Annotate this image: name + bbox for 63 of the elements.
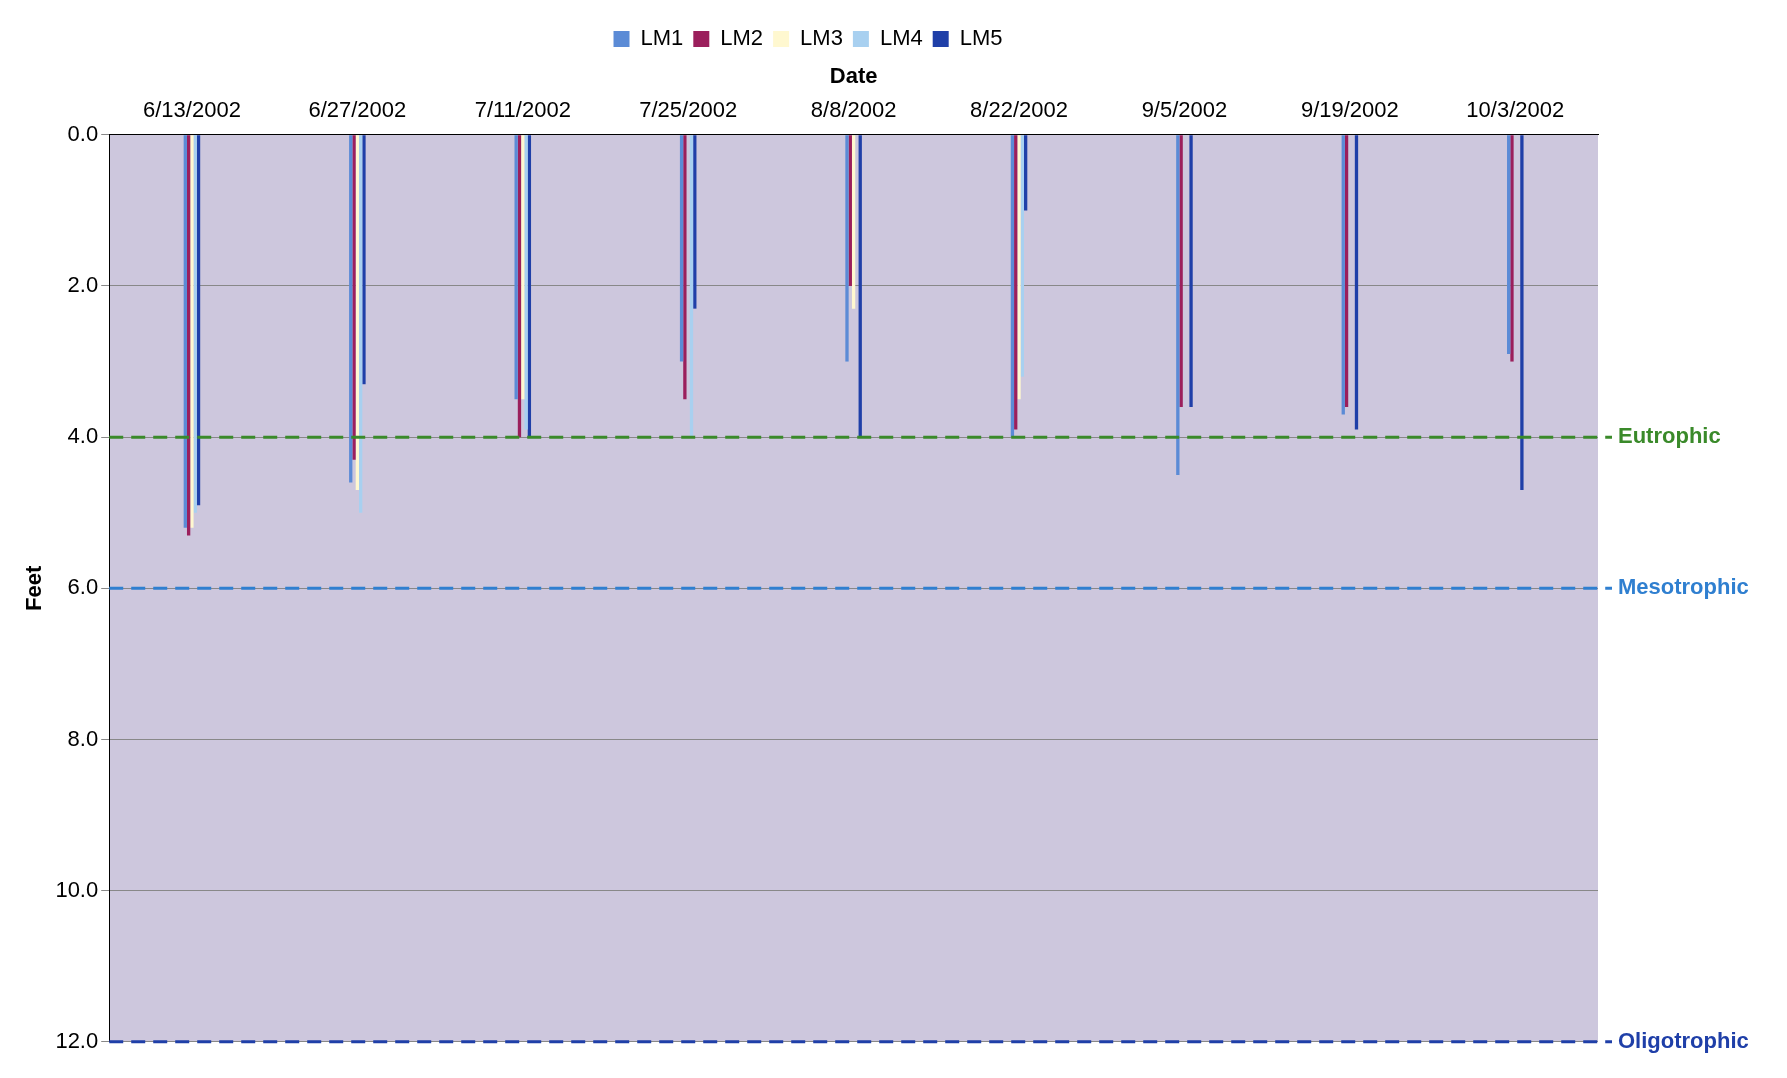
- x-tick-label: 7/11/2002: [474, 96, 571, 122]
- bar: [186, 135, 191, 536]
- x-tick-label: 6/13/2002: [142, 96, 241, 122]
- bar: [848, 135, 852, 286]
- bar: [1179, 135, 1183, 407]
- bar: [527, 135, 532, 438]
- bar: [693, 135, 697, 309]
- bar: [1017, 135, 1021, 400]
- y-tick-label: 2.0: [67, 272, 99, 298]
- bar: [1176, 135, 1180, 475]
- y-tick-label: 12.0: [55, 1027, 99, 1053]
- bar: [359, 135, 363, 513]
- bar: [1341, 135, 1345, 415]
- legend-label: LM1: [640, 25, 684, 51]
- legend-label: LM4: [879, 25, 923, 51]
- bar: [1014, 135, 1018, 430]
- x-tick-label: 9/5/2002: [1141, 96, 1228, 122]
- bar: [352, 135, 356, 460]
- bar: [1354, 135, 1359, 430]
- bar: [355, 135, 359, 491]
- bar: [679, 135, 684, 362]
- y-tick-label: 8.0: [67, 725, 99, 751]
- bar: [1520, 135, 1524, 491]
- bar: [689, 135, 694, 438]
- legend-label: LM2: [720, 25, 764, 51]
- ref-line-label: Oligotrophic: [1618, 1027, 1749, 1053]
- bar: [193, 135, 197, 513]
- y-tick-label: 0.0: [67, 120, 99, 146]
- x-tick-label: 10/3/2002: [1466, 96, 1565, 122]
- bar: [1507, 135, 1511, 354]
- x-axis-title: Date: [829, 63, 878, 89]
- bar: [1510, 135, 1514, 362]
- bar: [851, 135, 856, 309]
- bar: [521, 135, 525, 400]
- bar: [858, 135, 862, 438]
- bar: [362, 135, 366, 385]
- x-tick-label: 9/19/2002: [1300, 96, 1399, 122]
- legend-label: LM3: [800, 25, 843, 51]
- bar: [1189, 135, 1193, 407]
- x-tick-label: 8/22/2002: [970, 96, 1068, 122]
- bar: [183, 135, 187, 528]
- y-axis-title: Feet: [21, 565, 47, 611]
- y-tick-label: 4.0: [67, 423, 99, 449]
- x-tick-label: 7/25/2002: [639, 96, 738, 122]
- bar: [1344, 135, 1349, 407]
- bar: [514, 135, 518, 400]
- bar: [1023, 135, 1028, 211]
- legend-label: LM5: [959, 25, 1003, 51]
- x-tick-label: 6/27/2002: [308, 96, 407, 122]
- bar: [517, 135, 522, 438]
- y-tick-label: 6.0: [67, 574, 99, 600]
- y-tick-label: 10.0: [55, 876, 99, 902]
- bar: [190, 135, 194, 528]
- bar: [349, 135, 353, 483]
- ref-line-label: Mesotrophic: [1618, 574, 1749, 600]
- bar: [1020, 135, 1024, 377]
- ref-line-label: Eutrophic: [1618, 423, 1721, 449]
- bar: [196, 135, 201, 506]
- bar: [1010, 135, 1015, 438]
- bar: [683, 135, 687, 400]
- bar: [524, 135, 528, 430]
- x-tick-label: 8/8/2002: [810, 96, 897, 122]
- bar: [845, 135, 849, 362]
